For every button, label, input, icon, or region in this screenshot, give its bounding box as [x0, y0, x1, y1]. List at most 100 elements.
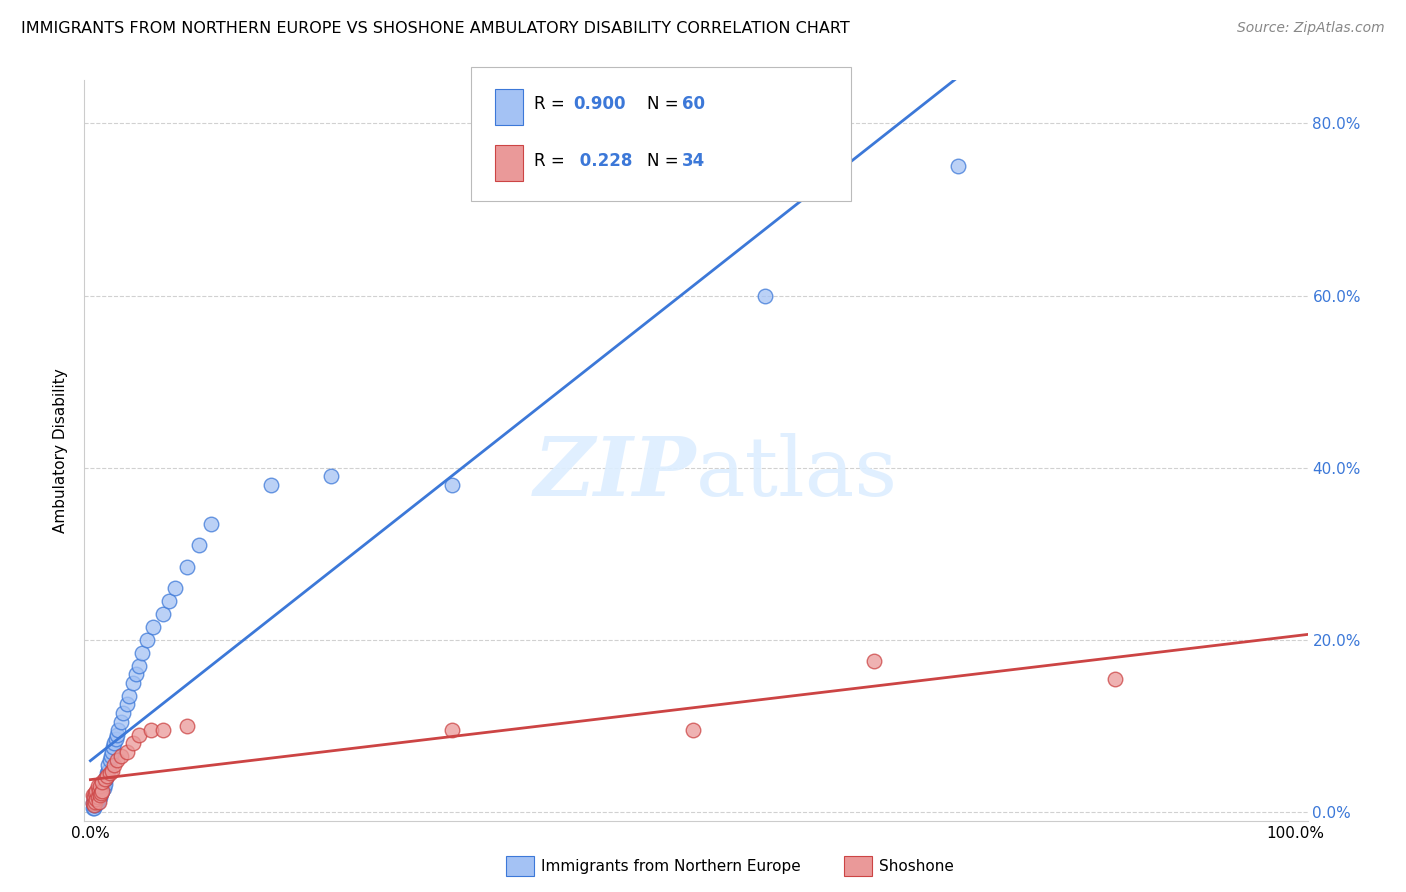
Point	[86, 792, 108, 806]
Point	[90, 779, 112, 793]
Point	[82, 797, 104, 811]
Text: R =: R =	[534, 95, 571, 113]
Point	[82, 801, 104, 815]
Point	[87, 795, 110, 809]
Point	[100, 749, 122, 764]
Point	[82, 788, 104, 802]
Text: N =: N =	[647, 152, 683, 169]
Point	[87, 792, 110, 806]
Point	[84, 798, 107, 813]
Point	[1104, 672, 1126, 686]
Point	[104, 731, 127, 746]
Point	[91, 777, 114, 791]
Point	[89, 779, 111, 793]
Point	[152, 723, 174, 738]
Point	[90, 786, 112, 800]
Point	[84, 789, 107, 804]
Point	[142, 620, 165, 634]
Point	[754, 288, 776, 302]
Text: Immigrants from Northern Europe: Immigrants from Northern Europe	[541, 859, 801, 873]
Point	[125, 667, 148, 681]
Point	[96, 766, 118, 780]
Point	[86, 795, 108, 809]
Point	[93, 780, 115, 795]
Point	[87, 788, 110, 802]
Point	[103, 740, 125, 755]
Y-axis label: Ambulatory Disability: Ambulatory Disability	[53, 368, 69, 533]
Text: ZIP: ZIP	[533, 433, 696, 513]
Point	[86, 788, 108, 802]
Point	[83, 789, 105, 804]
Point	[136, 632, 159, 647]
Text: 34: 34	[682, 152, 706, 169]
Point	[96, 769, 118, 783]
Point	[97, 764, 120, 778]
Point	[83, 801, 105, 815]
Point	[91, 775, 114, 789]
Point	[89, 789, 111, 804]
Point	[176, 719, 198, 733]
Point	[121, 736, 143, 750]
Text: 0.228: 0.228	[574, 152, 633, 169]
Text: Shoshone: Shoshone	[879, 859, 953, 873]
Point	[83, 798, 105, 813]
Point	[187, 538, 209, 552]
Point	[105, 727, 128, 741]
Point	[94, 772, 117, 787]
Text: R =: R =	[534, 152, 571, 169]
Point	[101, 745, 124, 759]
Point	[103, 736, 125, 750]
Point	[110, 749, 132, 764]
Point	[89, 780, 111, 795]
Point	[94, 771, 117, 785]
Point	[107, 723, 129, 738]
Point	[84, 795, 107, 809]
Point	[440, 478, 463, 492]
Point	[84, 795, 107, 809]
Point	[321, 469, 343, 483]
Point	[87, 783, 110, 797]
Point	[93, 775, 115, 789]
Point	[176, 559, 198, 574]
Text: 0.900: 0.900	[574, 95, 626, 113]
Point	[128, 727, 150, 741]
Point	[89, 786, 111, 800]
Point	[86, 783, 108, 797]
Point	[118, 689, 141, 703]
Point	[111, 706, 134, 720]
Text: N =: N =	[647, 95, 683, 113]
Point	[862, 654, 884, 668]
Point	[82, 797, 104, 811]
Point	[105, 753, 128, 767]
Point	[101, 764, 124, 778]
Point	[86, 797, 108, 811]
Point	[83, 792, 105, 806]
Point	[121, 676, 143, 690]
Point	[86, 792, 108, 806]
Point	[94, 772, 117, 787]
Point	[91, 783, 114, 797]
Point	[152, 607, 174, 621]
Point	[115, 698, 138, 712]
Point	[90, 786, 112, 800]
Point	[139, 723, 162, 738]
Point	[131, 646, 153, 660]
Point	[98, 766, 121, 780]
Point	[86, 789, 108, 804]
Point	[97, 757, 120, 772]
Point	[163, 581, 186, 595]
Text: Source: ZipAtlas.com: Source: ZipAtlas.com	[1237, 21, 1385, 35]
Point	[86, 789, 108, 804]
Point	[115, 745, 138, 759]
Text: atlas: atlas	[696, 433, 898, 513]
Point	[682, 723, 704, 738]
Point	[87, 783, 110, 797]
Point	[103, 757, 125, 772]
Point	[128, 658, 150, 673]
Point	[86, 779, 108, 793]
Point	[157, 594, 180, 608]
Point	[89, 788, 111, 802]
Point	[94, 777, 117, 791]
Point	[98, 753, 121, 767]
Point	[91, 783, 114, 797]
